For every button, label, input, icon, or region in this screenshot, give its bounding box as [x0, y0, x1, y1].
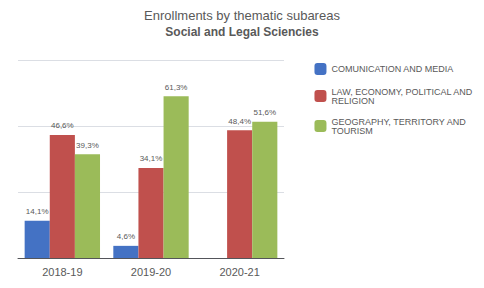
svg-text:RELIGION: RELIGION: [331, 96, 374, 106]
svg-text:Enrollments by thematic subare: Enrollments by thematic subareas: [144, 8, 340, 23]
svg-text:4,6%: 4,6%: [117, 232, 135, 241]
svg-text:51,6%: 51,6%: [253, 108, 276, 117]
svg-text:61,3%: 61,3%: [165, 83, 188, 92]
svg-text:46,6%: 46,6%: [51, 121, 74, 130]
svg-text:Social and Legal Sciencies: Social and Legal Sciencies: [165, 25, 319, 39]
svg-text:34,1%: 34,1%: [140, 154, 163, 163]
svg-text:2018-19: 2018-19: [42, 266, 82, 278]
svg-text:TOURISM: TOURISM: [331, 126, 372, 136]
svg-text:48,4%: 48,4%: [228, 117, 251, 126]
svg-text:LAW, ECONOMY, POLITICAL AND: LAW, ECONOMY, POLITICAL AND: [331, 86, 473, 97]
svg-text:39,3%: 39,3%: [76, 141, 99, 150]
svg-text:COMUNICATION AND MEDIA: COMUNICATION AND MEDIA: [331, 64, 453, 74]
svg-text:2019-20: 2019-20: [131, 266, 171, 278]
svg-text:2020-21: 2020-21: [219, 266, 259, 278]
svg-text:14,1%: 14,1%: [26, 207, 49, 216]
svg-text:GEOGRAPHY, TERRITORY AND: GEOGRAPHY, TERRITORY AND: [331, 116, 466, 127]
